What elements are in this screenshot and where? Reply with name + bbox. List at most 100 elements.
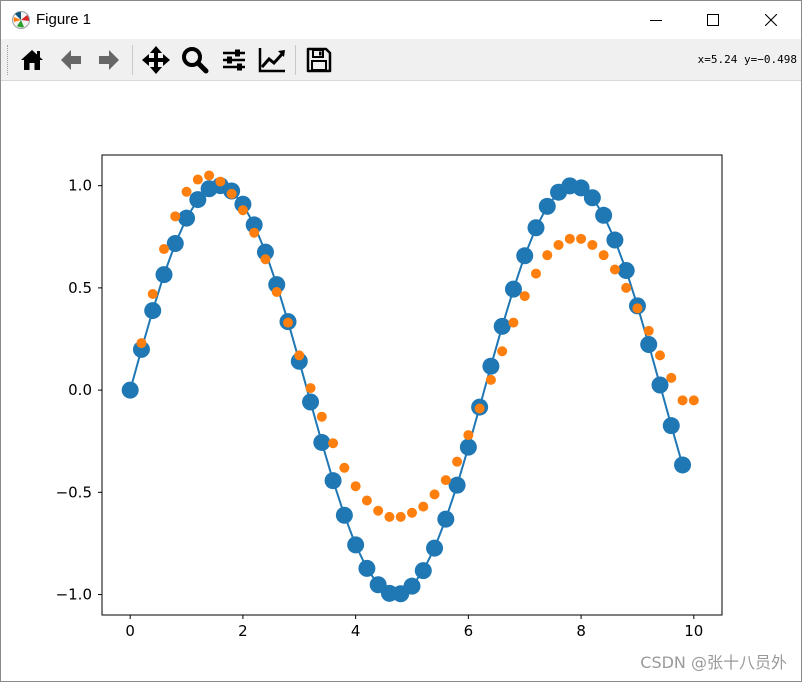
series-1-point [516,247,534,265]
series-1-point [662,417,680,435]
series-2-point [192,174,203,185]
series-2-point [564,233,575,244]
series-2-point [181,186,192,197]
series-2-point [147,289,158,300]
series-1-point [268,276,286,294]
plot-layer [121,170,699,603]
save-floppy-icon [306,47,332,73]
maximize-icon [707,14,719,26]
matplotlib-app-icon [12,11,30,29]
series-2-point [463,430,474,441]
series-2-point [643,325,654,336]
subplots-button[interactable] [217,43,251,77]
series-2-point [621,282,632,293]
series-2-point [316,411,327,422]
x-tick-label: 6 [464,622,474,640]
series-1-point [493,317,511,335]
back-button[interactable] [54,43,88,77]
series-2-point [283,317,293,328]
axes-frame [101,154,723,616]
series-2-point [215,176,226,187]
series-1-point [651,376,669,394]
tick-layer: 0 2 4 6 8 10 1.0 0.5 0.0 −0.5 −1.0 [56,177,704,640]
back-arrow-icon [61,50,81,70]
series-2-point [542,250,553,261]
series-1-point [155,266,173,284]
series-2-point [159,244,169,255]
series-2-point [429,489,440,500]
forward-arrow-icon [99,50,119,70]
series-2-point [508,317,519,328]
series-1-point [527,219,545,237]
series-2-point [204,170,215,181]
series-2-point [294,350,305,361]
series-1-point [459,438,477,456]
figure-canvas[interactable]: 0 2 4 6 8 10 1.0 0.5 0.0 −0.5 −1.0 CSDN @张十八员外 [1,81,801,681]
series-1-point [324,472,342,490]
series-2-point [226,188,237,199]
series-1-point [347,536,365,554]
forward-button[interactable] [92,43,126,77]
series-2-point [609,264,620,275]
edit-axes-button[interactable] [255,43,289,77]
y-tick-label: −0.5 [56,483,92,501]
chart[interactable]: 0 2 4 6 8 10 1.0 0.5 0.0 −0.5 −1.0 [1,81,801,681]
series-2-point [249,227,260,238]
series-1-point [640,336,658,354]
toolbar-separator [295,45,296,75]
pan-button[interactable] [139,43,173,77]
cursor-coordinates: x=5.24 y=−0.498 [697,53,797,66]
y-tick-label: 1.0 [68,177,92,195]
series-2-point [587,239,598,250]
series-2-point [170,211,181,222]
series-2-point [373,505,384,516]
save-button[interactable] [302,43,336,77]
home-button[interactable] [15,43,49,77]
series-2-point [474,403,485,414]
series-2-point [677,395,688,406]
series-1-point [256,243,274,261]
series-2-point [497,346,508,357]
series-1-point [144,302,162,320]
series-1-point [482,357,500,375]
series-2-point [136,338,147,349]
zoom-button[interactable] [178,43,212,77]
y-tick-label: 0.0 [68,381,92,399]
series-1-point [595,206,613,224]
series-2-point [418,501,429,512]
series-1-point [448,476,466,494]
series-1-point [538,197,556,215]
x-tick-label: 2 [238,622,248,640]
series-1-point [403,577,421,595]
series-1-point [572,179,590,197]
series-2-point [339,462,350,473]
title-bar[interactable]: Figure 1 [1,1,801,39]
series-1-point [583,189,601,207]
series-2-point [598,250,609,261]
series-2-point [688,395,699,406]
x-tick-label: 4 [351,622,361,640]
series-1-point [245,216,263,234]
x-tick-label: 0 [125,622,135,640]
series-1-point [121,381,139,399]
series-1-point [437,510,455,528]
home-icon [21,50,43,70]
series-2-point [452,456,463,467]
series-1-point [189,191,207,209]
series-2-point [655,350,665,361]
series-2-point [384,511,395,522]
maximize-button[interactable] [683,1,743,39]
toolbar-grip[interactable] [7,45,10,75]
close-button[interactable] [741,1,801,39]
series-2-point [328,438,339,449]
minimize-button[interactable] [626,1,686,39]
edit-axes-icon [258,48,285,73]
subplots-config-icon [223,49,245,71]
series-2-point [407,507,417,518]
series-1-point [674,456,692,474]
series-2-point [531,268,541,279]
series-1-line [129,184,684,595]
minimize-icon [650,20,662,21]
x-tick-label: 8 [576,622,586,640]
